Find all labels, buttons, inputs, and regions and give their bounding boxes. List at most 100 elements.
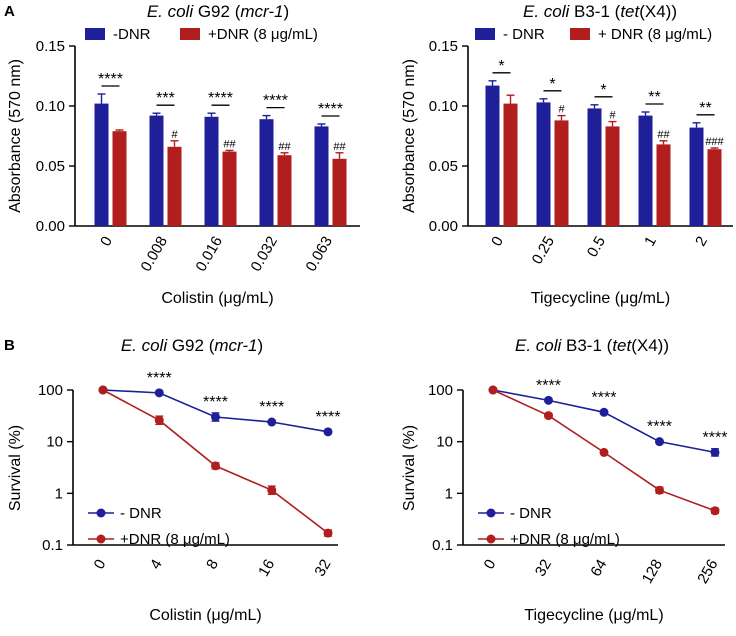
x-axis-label: Tigecycline (μg/mL) — [524, 607, 663, 624]
y-axis-label: Absorbance (570 nm) — [7, 59, 24, 213]
data-point — [710, 447, 720, 457]
chart-title-part: mcr-1 — [240, 2, 283, 21]
hash-mark: ## — [333, 141, 346, 153]
legend-swatch — [180, 28, 200, 40]
significance-label: **** — [592, 389, 617, 406]
data-point — [211, 412, 220, 422]
data-point — [98, 385, 108, 395]
bar — [638, 115, 653, 226]
hash-mark: # — [558, 104, 565, 116]
chart-title-part: tet — [620, 2, 640, 21]
bar — [204, 116, 219, 226]
y-tick-label: 100 — [428, 382, 453, 399]
chart-title-part: G92 ( — [167, 336, 215, 355]
significance-label: ** — [648, 89, 660, 106]
x-tick-label: 0 — [488, 234, 507, 250]
bar — [503, 103, 518, 226]
data-point — [323, 427, 333, 437]
significance-label: **** — [536, 377, 561, 394]
bar — [707, 149, 722, 226]
x-tick-label: 16 — [255, 557, 278, 580]
legend-label: + DNR (8 μg/mL) — [598, 26, 712, 43]
significance-label: **** — [263, 93, 288, 110]
chart-title-part: mcr-1 — [214, 336, 257, 355]
chart-a2: E. coli B3-1 (tet(X4)) 0.00 0.05 0.10 0.15 Ab… — [401, 2, 733, 307]
data-point — [211, 461, 220, 471]
chart-title-part: B3-1 ( — [561, 336, 612, 355]
bar — [554, 120, 569, 226]
panel-letter-b: B — [4, 337, 15, 354]
bar — [277, 155, 292, 226]
legend-label: - DNR — [503, 26, 545, 43]
chart-title-part: tet — [612, 336, 632, 355]
chart-title-part: E. coli — [147, 2, 195, 21]
y-tick-label: 0.00 — [429, 218, 458, 235]
chart-b1: E. coli G92 (mcr-1) 0.1 1 10 100 Survival (%)… — [7, 336, 340, 624]
x-tick-label: 0.032 — [247, 234, 280, 275]
legend-swatch — [570, 28, 590, 40]
significance-label: **** — [203, 394, 228, 411]
data-point — [154, 388, 164, 398]
legend-label: +DNR (8 μg/mL) — [208, 26, 318, 43]
y-tick-label: 0.1 — [42, 537, 63, 554]
y-axis-label: Survival (%) — [7, 425, 24, 511]
chart-title: E. coli G92 (mcr-1) — [121, 336, 263, 355]
data-point — [544, 395, 553, 405]
significance-label: **** — [316, 409, 341, 426]
legend-label: - DNR — [120, 505, 162, 522]
hash-mark: ### — [705, 136, 724, 148]
data-point — [267, 417, 277, 427]
hash-mark: ## — [223, 138, 236, 150]
x-tick-label: 2 — [692, 234, 711, 250]
x-tick-label: 32 — [311, 557, 334, 580]
bar — [587, 108, 602, 226]
panel-letter-a: A — [4, 3, 15, 20]
x-axis-label: Colistin (μg/mL) — [149, 607, 261, 624]
data-point — [710, 506, 720, 516]
bar — [94, 103, 109, 226]
chart-title: E. coli B3-1 (tet(X4)) — [523, 2, 677, 21]
chart-title-part: ) — [284, 2, 290, 21]
y-tick-label: 0.15 — [36, 38, 65, 55]
y-tick-label: 0.1 — [432, 537, 453, 554]
significance-label: **** — [259, 399, 284, 416]
x-tick-label: 0 — [91, 557, 110, 573]
legend-marker — [486, 508, 496, 518]
legend-label: -DNR — [113, 26, 151, 43]
x-tick-label: 0 — [97, 234, 116, 250]
y-tick-label: 0.00 — [36, 218, 65, 235]
x-tick-label: 0.016 — [192, 234, 225, 275]
data-point — [599, 407, 609, 417]
y-tick-label: 1 — [445, 485, 453, 502]
x-tick-label: 32 — [532, 557, 555, 580]
y-tick-label: 0.15 — [429, 38, 458, 55]
legend-label: +DNR (8 μg/mL) — [510, 531, 620, 548]
hash-mark: # — [609, 110, 616, 122]
data-point — [323, 528, 333, 538]
significance-label: **** — [318, 101, 343, 118]
chart-title: E. coli G92 (mcr-1) — [147, 2, 289, 21]
x-tick-label: 64 — [587, 557, 610, 580]
chart-title-part: E. coli — [121, 336, 169, 355]
chart-title: E. coli B3-1 (tet(X4)) — [515, 336, 669, 355]
bar — [167, 146, 182, 226]
x-tick-label: 0.008 — [137, 234, 170, 275]
chart-a1: E. coli G92 (mcr-1) 0.00 0.05 0.10 0.15 Absor… — [7, 2, 360, 307]
y-tick-label: 1 — [55, 485, 63, 502]
significance-label: *** — [156, 90, 175, 107]
legend-label: - DNR — [510, 505, 552, 522]
bar — [222, 151, 237, 226]
data-point — [655, 437, 664, 447]
bar — [259, 119, 274, 226]
x-tick-label: 0 — [481, 557, 500, 573]
legend-swatch — [85, 28, 105, 40]
data-point — [488, 385, 498, 395]
bar — [332, 158, 347, 226]
bar — [689, 127, 704, 226]
data-point — [655, 485, 664, 495]
data-point — [544, 411, 553, 421]
bar — [605, 126, 620, 226]
significance-label: **** — [703, 429, 728, 446]
data-point — [599, 447, 609, 457]
chart-title-part: ) — [258, 336, 264, 355]
